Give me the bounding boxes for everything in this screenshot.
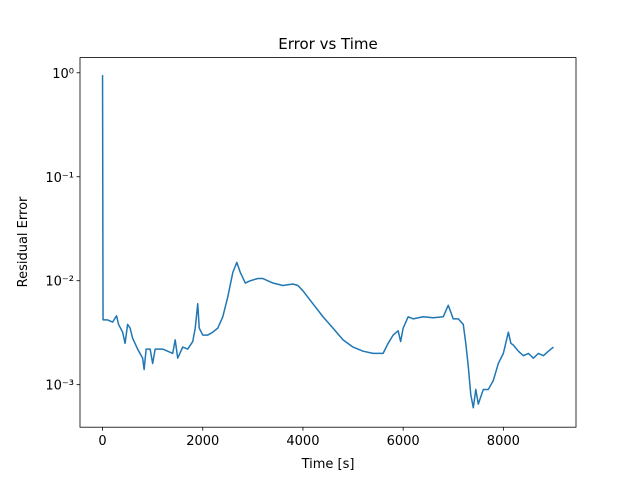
data-line [101, 75, 554, 409]
y-tick-label: 10⁰ [52, 67, 74, 82]
y-tick-label: 10⁻¹ [45, 171, 74, 186]
y-tick-label: 10⁻³ [45, 379, 74, 394]
chart-title: Error vs Time [278, 35, 378, 53]
y-axis-label: Residual Error [16, 196, 31, 287]
plot-frame [79, 57, 577, 428]
x-tick-label: 6000 [387, 434, 420, 449]
x-tick-label: 0 [98, 434, 106, 449]
x-axis-label: Time [s] [301, 457, 355, 472]
y-tick-label: 10⁻² [45, 275, 74, 290]
x-tick-label: 2000 [186, 434, 219, 449]
x-tick-label: 8000 [487, 434, 520, 449]
x-tick-label: 4000 [286, 434, 319, 449]
